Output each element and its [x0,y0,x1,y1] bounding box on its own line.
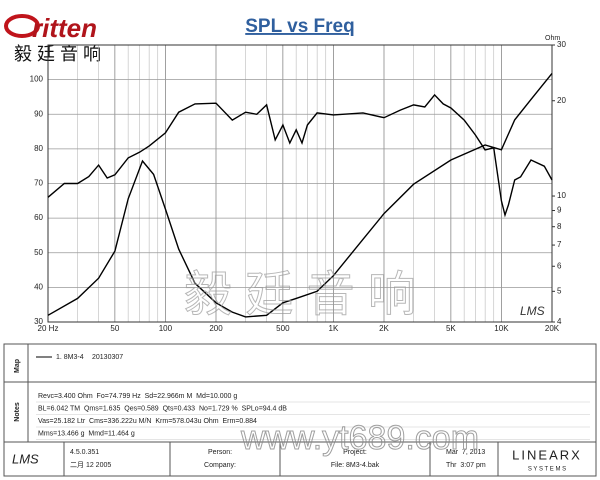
info-frame [3,343,597,477]
note-line: Mms=13.466 g Mmd=11.464 g [38,430,135,437]
y2-tick-label: 10 [557,191,566,200]
y-tick-label: 50 [34,248,43,257]
y-tick-label: 30 [34,317,43,326]
time: Thr 3:07 pm [446,462,486,469]
logo: ritten [32,13,97,43]
x-tick-label: 500 [276,324,290,333]
x-tick-label: 2K [379,324,389,333]
x-tick-label: 20 Hz [38,324,59,333]
chart-title: SPL vs Freq [245,16,354,37]
y-tick-label: 40 [34,282,43,291]
person: Person: [208,449,232,456]
x-tick-label: 50 [110,324,119,333]
logo-swoosh [4,14,40,38]
note-line: Vas=25.182 Ltr Cms=336.222u M/N Krm=578.… [38,418,257,425]
note-line: BL=6.042 TM Qms=1.635 Qes=0.589 Qts=0.43… [38,405,287,412]
y-tick-label: 70 [34,179,43,188]
series-line [47,72,553,318]
date: Mar 7, 2013 [446,449,485,456]
x-tick-label: 5K [446,324,456,333]
file: File: 8M3-4.bak [331,462,380,469]
y-tick-label: 90 [34,109,43,118]
y2-tick-label: 30 [557,40,566,49]
company: Company: [204,462,236,469]
y2-tick-label: 5 [557,286,562,295]
y2-tick-label: 4 [557,317,562,326]
y-tick-label: 60 [34,213,43,222]
y2-tick-label: 9 [557,206,562,215]
map-label: Map [14,359,21,373]
watermark-url: www.yt689.com [240,419,479,457]
y2-label: Ohm [545,35,560,42]
y2-tick-label: 8 [557,222,562,231]
x-tick-label: 200 [209,324,223,333]
brand: LINEARX [512,447,582,462]
y2-tick-label: 6 [557,261,562,270]
brand-sub: S Y S T E M S [528,467,566,473]
build: 二月 12 2005 [70,461,111,469]
note-line: Revc=3.400 Ohm Fo=74.799 Hz Sd=22.966m M… [38,393,237,400]
legend-date: 20130307 [92,354,123,361]
y2-tick-label: 20 [557,96,566,105]
series-line [47,93,553,218]
footer-logo: LMS [12,451,39,466]
plot-logo: LMS [520,304,545,318]
x-tick-label: 20K [545,324,560,333]
plot-frame [47,44,553,323]
y-tick-label: 80 [34,144,43,153]
y2-tick-label: 7 [557,240,562,249]
x-tick-label: 1K [329,324,339,333]
x-tick-label: 100 [159,324,173,333]
legend-text: 1. 8M3-4 [56,354,84,361]
x-tick-label: 10K [494,324,509,333]
version: 4.5.0.351 [70,449,99,456]
notes-label: Notes [14,402,21,422]
project: Project: [343,449,367,456]
y-tick-label: 100 [30,75,44,84]
watermark-cn: 毅 廷 音 响 [184,269,416,322]
logo-cn: 毅 廷 音 响 [14,44,101,64]
